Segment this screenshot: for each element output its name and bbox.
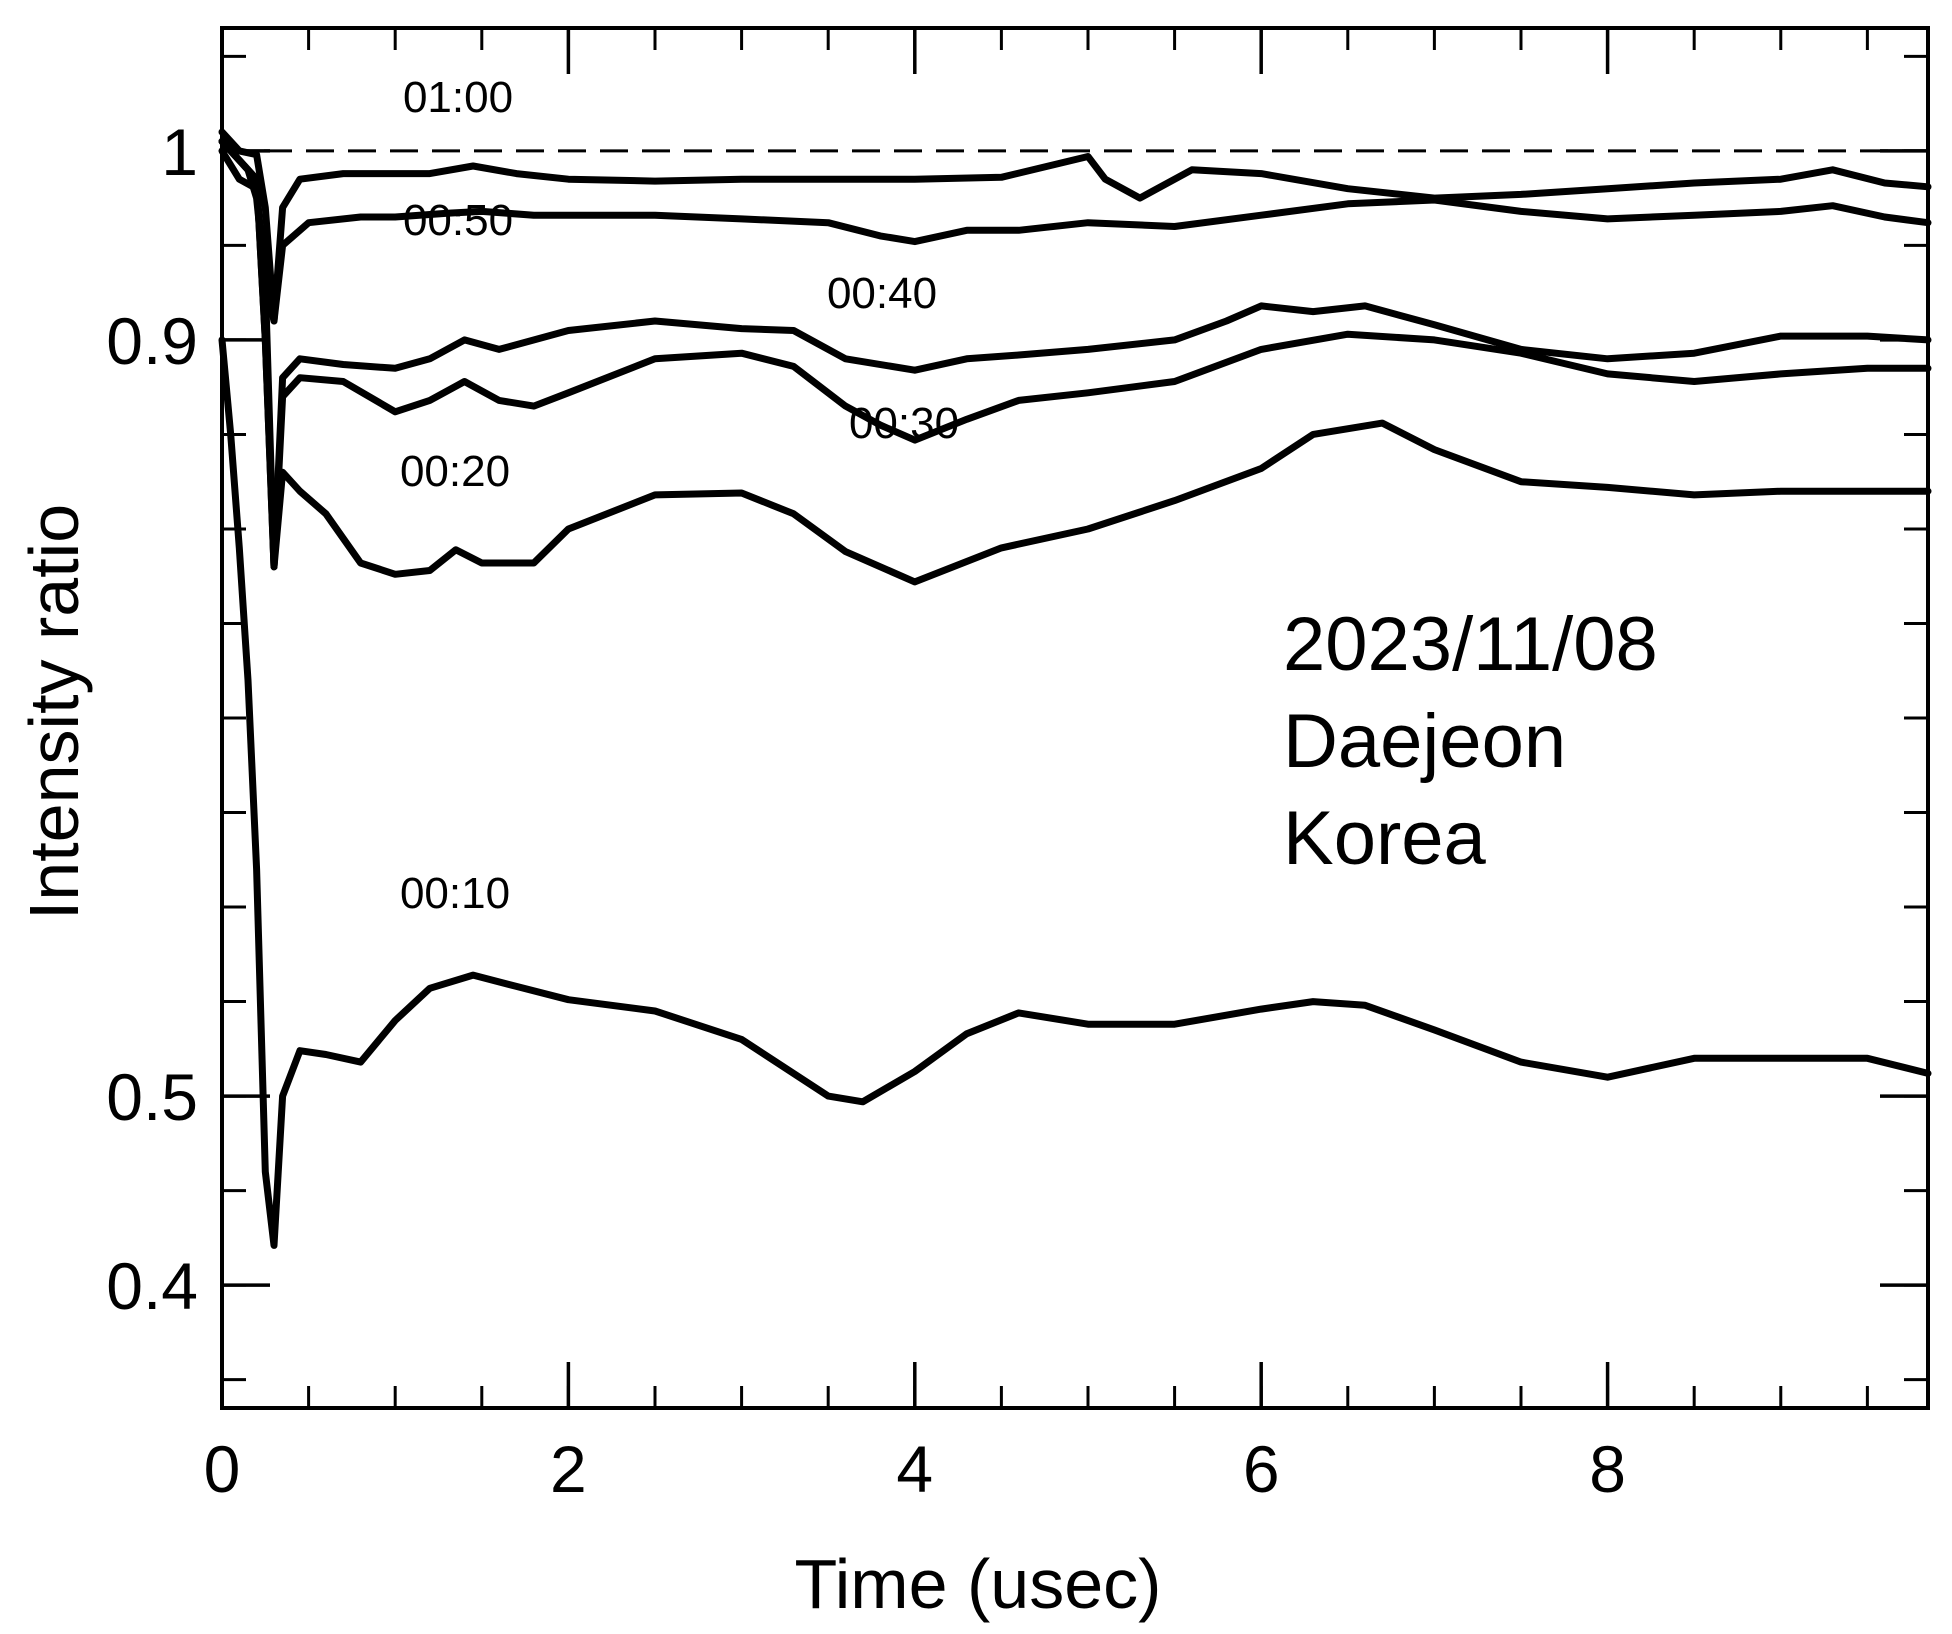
annotation-date: 2023/11/08	[1283, 602, 1658, 687]
y-tick-label: 0.5	[106, 1060, 198, 1134]
x-tick-label: 4	[896, 1432, 933, 1506]
series-line-00-50	[218, 147, 1932, 325]
series-line-00-10	[218, 336, 1932, 1249]
series-line-00-40	[218, 137, 1932, 571]
series-label-00-40: 00:40	[827, 269, 937, 318]
x-tick-label: 0	[204, 1432, 241, 1506]
y-tick-label: 1	[161, 115, 198, 189]
y-tick-label: 0.4	[106, 1249, 198, 1323]
series-label-00-20: 00:20	[400, 447, 510, 496]
series-label-00-10: 00:10	[400, 869, 510, 918]
series-label-00-30: 00:30	[849, 399, 959, 448]
annotation-city: Daejeon	[1283, 699, 1566, 784]
y-tick-label: 0.9	[106, 304, 198, 378]
x-axis-title: Time (usec)	[795, 1545, 1162, 1623]
series-label-00-50: 00:50	[403, 196, 513, 245]
y-axis-title: Intensity ratio	[15, 504, 93, 920]
series-line-00-20	[218, 137, 1932, 586]
series-line-00-30	[218, 137, 1932, 571]
x-tick-label: 2	[550, 1432, 587, 1506]
x-tick-label: 8	[1589, 1432, 1626, 1506]
x-tick-label: 6	[1243, 1432, 1280, 1506]
series-label-01-00: 01:00	[403, 73, 513, 122]
series-line-01-00	[218, 128, 1932, 325]
annotation-country: Korea	[1283, 796, 1487, 881]
